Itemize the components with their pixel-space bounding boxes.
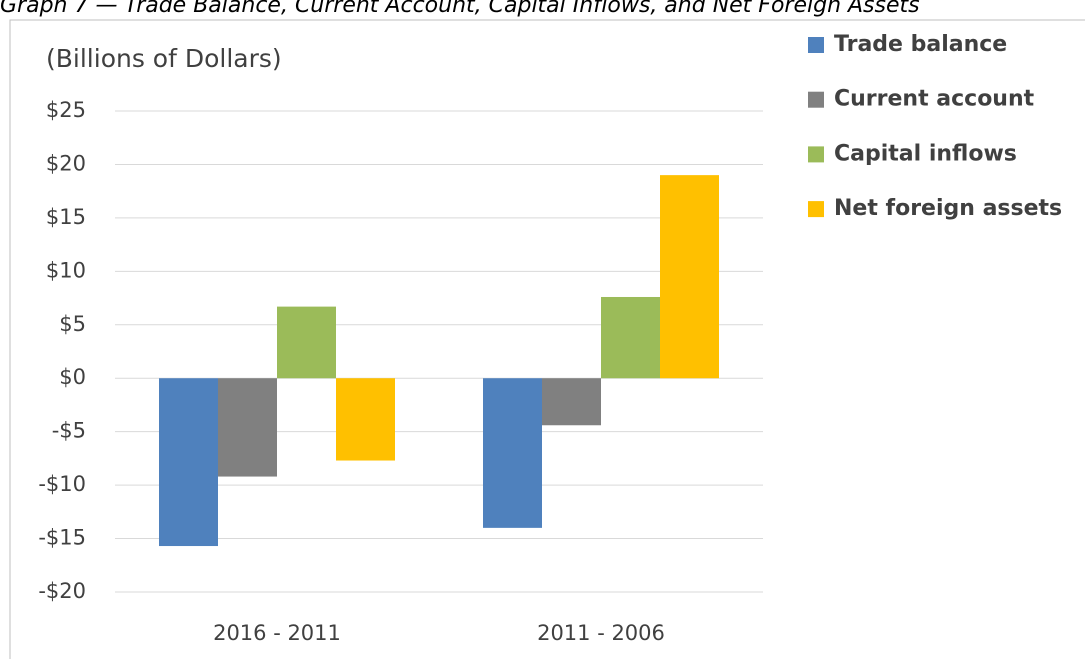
y-tick-label: $25 — [46, 98, 86, 122]
legend-label: Capital inflows — [834, 141, 1017, 166]
y-tick-label: $0 — [59, 365, 86, 389]
y-axis-label: (Billions of Dollars) — [46, 44, 282, 73]
bar — [159, 378, 218, 547]
bar — [660, 175, 719, 379]
bar — [542, 378, 601, 426]
legend-swatch — [808, 37, 824, 53]
legend-label: Trade balance — [834, 32, 1007, 57]
chart-frame — [9, 19, 1085, 659]
y-tick-label: $15 — [46, 205, 86, 229]
y-tick-label: -$20 — [38, 579, 86, 603]
bar — [601, 296, 660, 379]
bar — [218, 378, 277, 477]
legend-label: Net foreign assets — [834, 196, 1062, 221]
legend-swatch — [808, 146, 824, 163]
y-tick-label: $10 — [46, 258, 86, 282]
legend-swatch — [808, 91, 824, 108]
x-tick-label: 2016 - 2011 — [213, 621, 341, 645]
bar — [277, 306, 336, 379]
y-tick-label: $20 — [46, 151, 86, 175]
chart-title: Graph 7 — Trade Balance, Current Account… — [0, 0, 920, 18]
y-tick-label: $5 — [59, 312, 86, 336]
x-tick-label: 2011 - 2006 — [537, 621, 665, 645]
y-tick-label: -$10 — [38, 472, 86, 496]
y-tick-label: -$5 — [52, 419, 86, 443]
y-tick-label: -$15 — [38, 526, 86, 550]
legend-swatch — [808, 201, 824, 218]
bar — [336, 378, 395, 461]
legend-label: Current account — [834, 87, 1035, 112]
bar — [483, 378, 542, 528]
